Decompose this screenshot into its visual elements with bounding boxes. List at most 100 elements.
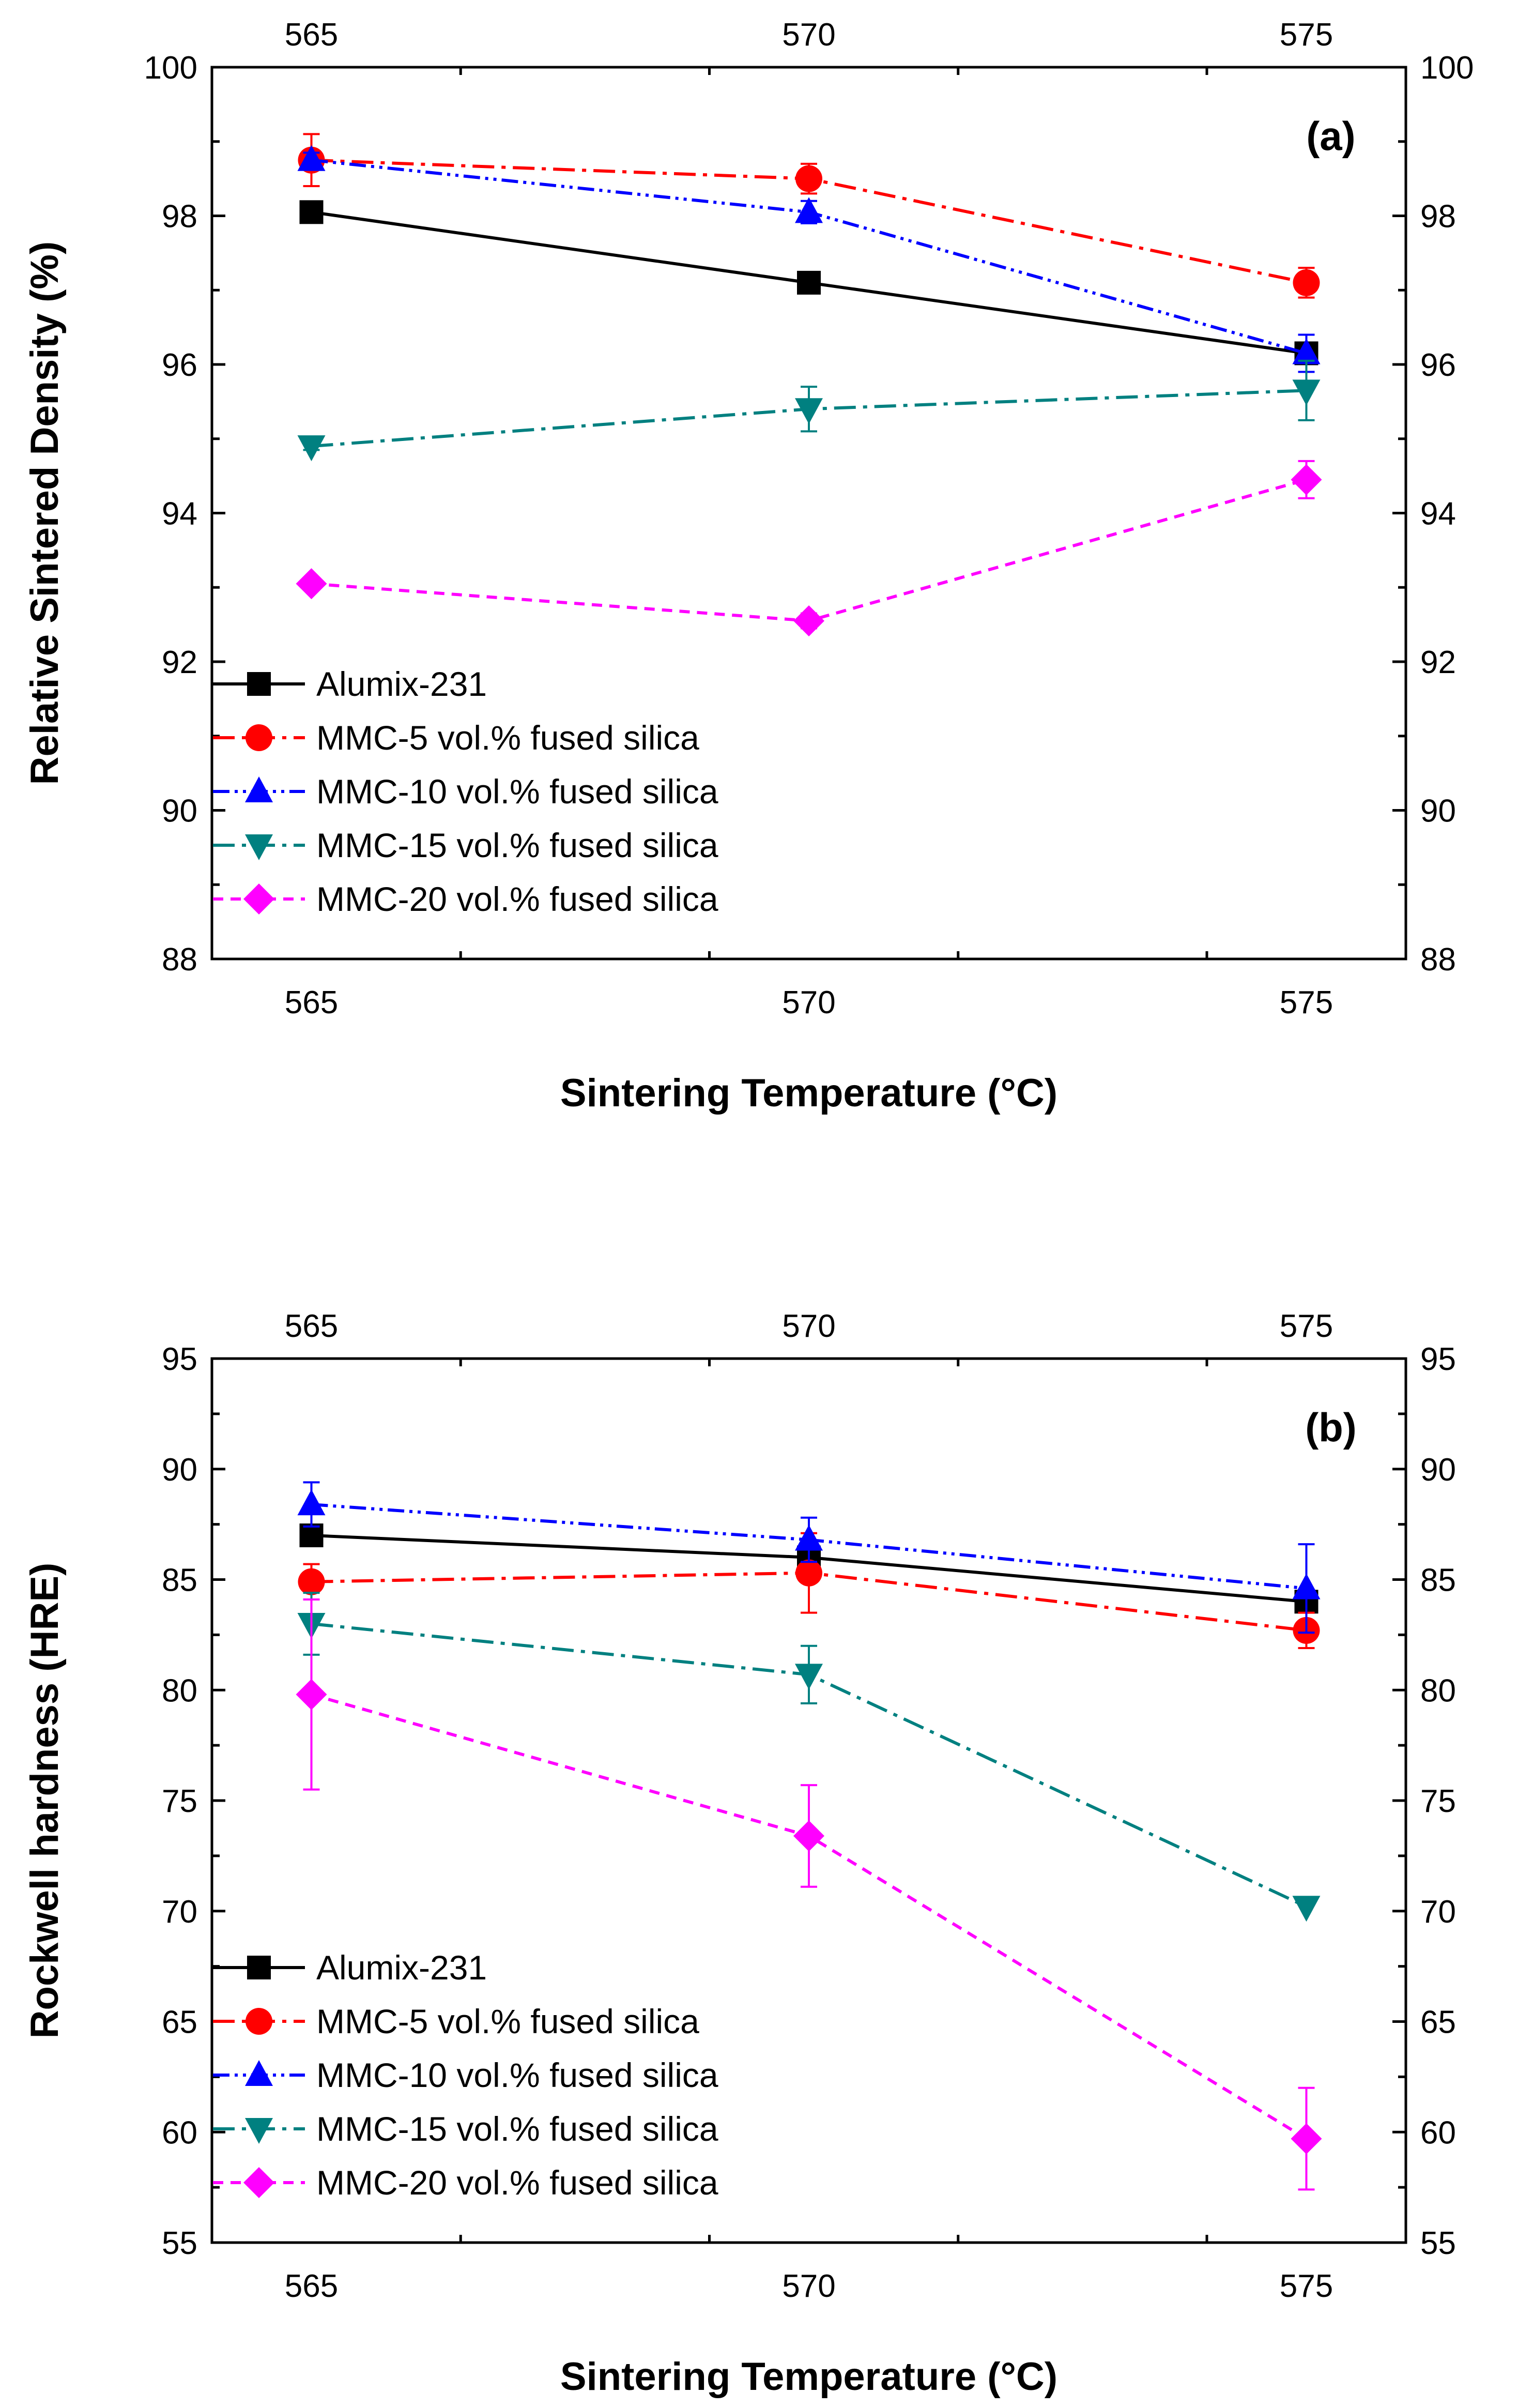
panel-a-y-axis-title: Relative Sintered Density (%)	[23, 241, 67, 785]
panel-b-data-point	[1291, 2123, 1322, 2155]
panel-b-y-tick-label: 80	[162, 1673, 197, 1709]
panel-b-y-tick-label-right: 75	[1420, 1784, 1456, 1819]
panel-b-y-tick-label: 55	[162, 2226, 197, 2261]
panel-b-x-tick-label-top: 565	[285, 1308, 338, 1344]
panel-a-legend-item: Alumix-231	[213, 665, 487, 703]
panel-a-series-0	[299, 200, 1318, 365]
panel-b-data-point	[1292, 1573, 1321, 1599]
panel-b-legend-item: MMC-10 vol.% fused silica	[213, 2056, 718, 2094]
panel-a-x-tick-label-top: 575	[1280, 17, 1333, 53]
panel-a-legend-label: Alumix-231	[316, 665, 487, 703]
panel-b-legend-marker	[245, 2060, 273, 2086]
panel-b-x-axis-title: Sintering Temperature (°C)	[560, 2355, 1057, 2399]
panel-a-legend-marker	[243, 883, 274, 915]
panel-a-data-point	[793, 605, 824, 636]
panel-a-legend-marker	[245, 834, 273, 860]
panel-a-data-point	[297, 435, 326, 462]
panel-b-data-point	[296, 1679, 327, 1710]
panel-a-legend-marker	[245, 776, 273, 802]
panel-a-legend-label: MMC-10 vol.% fused silica	[316, 772, 718, 811]
panel-a-legend-item: MMC-10 vol.% fused silica	[213, 772, 718, 811]
panel-b-y-tick-label: 85	[162, 1563, 197, 1598]
panel-b-legend-label: MMC-10 vol.% fused silica	[316, 2056, 718, 2094]
panel-b-data-point	[793, 1820, 824, 1852]
panel-a-legend-marker	[246, 724, 272, 751]
panel-b-y-tick-label: 95	[162, 1342, 197, 1377]
panel-b-y-tick-label-right: 55	[1420, 2226, 1456, 2261]
panel-b-x-tick-label: 565	[285, 2268, 338, 2304]
panel-a-x-tick-label: 570	[782, 985, 835, 1020]
panel-b-y-axis-title: Rockwell hardness (HRE)	[23, 1563, 67, 2039]
panel-b-y-tick-label: 60	[162, 2115, 197, 2151]
panel-b-legend-label: MMC-5 vol.% fused silica	[316, 2002, 699, 2040]
panel-a-series-3	[297, 359, 1321, 462]
panel-b-data-point	[795, 1525, 823, 1551]
panel-a-y-tick-label: 92	[162, 645, 197, 680]
panel-b-y-tick-label-right: 95	[1420, 1342, 1456, 1377]
panel-b-panel-label: (b)	[1305, 1405, 1357, 1450]
panel-b-legend-label: MMC-20 vol.% fused silica	[316, 2163, 718, 2202]
panel-b-y-tick-label-right: 80	[1420, 1673, 1456, 1709]
panel-a-data-point	[299, 200, 324, 224]
panel-b-legend-item: Alumix-231	[213, 1948, 487, 1987]
panel-a-data-point	[795, 197, 823, 223]
panel-a-data-point	[1292, 338, 1321, 364]
panel-b-y-tick-label: 90	[162, 1452, 197, 1488]
panel-b-data-point	[297, 1489, 326, 1516]
panel-a-x-tick-label-top: 565	[285, 17, 338, 53]
panel-b-y-tick-label-right: 85	[1420, 1563, 1456, 1598]
panel-a-x-tick-label: 565	[285, 985, 338, 1020]
panel-a-y-tick-label-right: 90	[1420, 794, 1456, 829]
panel-b-data-point	[1292, 1896, 1321, 1922]
panel-a-x-axis-title: Sintering Temperature (°C)	[560, 1071, 1057, 1115]
panel-a-data-point	[1292, 379, 1321, 406]
panel-a-data-point	[795, 165, 822, 192]
panel-b-legend-marker	[247, 1956, 271, 1979]
panel-b-data-point	[298, 1568, 325, 1595]
panel-b-y-tick-label: 65	[162, 2005, 197, 2040]
panel-a-data-point	[296, 568, 327, 600]
panel-a-chart: 565 565 570 570 575 575 88 88 90 90 92 92 94 94 96 96 98…	[23, 17, 1474, 1115]
panel-a-legend-item: MMC-20 vol.% fused silica	[213, 880, 718, 918]
panel-b-legend-marker	[246, 2008, 272, 2035]
panel-a-series-line	[311, 478, 1307, 622]
panel-a-y-tick-label-right: 100	[1420, 50, 1474, 86]
panel-b-legend-label: MMC-15 vol.% fused silica	[316, 2110, 718, 2148]
panel-a-y-tick-label: 90	[162, 794, 197, 829]
panel-b-y-tick-label: 75	[162, 1784, 197, 1819]
panel-a-y-tick-label-right: 88	[1420, 942, 1456, 978]
panel-b-data-point	[795, 1664, 823, 1690]
panel-b-y-tick-label-right: 90	[1420, 1452, 1456, 1488]
panel-a-legend-label: MMC-15 vol.% fused silica	[316, 826, 718, 864]
panel-b-x-tick-label: 570	[782, 2268, 835, 2304]
panel-a-legend-label: MMC-20 vol.% fused silica	[316, 880, 718, 918]
panel-b-x-tick-label-top: 575	[1280, 1308, 1333, 1344]
panel-a-y-tick-label-right: 92	[1420, 645, 1456, 680]
panel-a-y-tick-label: 94	[162, 496, 197, 532]
panel-a-x-tick-label: 575	[1280, 985, 1333, 1020]
panel-b-legend-label: Alumix-231	[316, 1948, 487, 1987]
panel-b-x-tick-label-top: 570	[782, 1308, 835, 1344]
panel-a-data-point	[797, 270, 821, 295]
panel-b-legend-marker	[245, 2118, 273, 2144]
panel-a-y-tick-label: 96	[162, 347, 197, 383]
panel-a-y-tick-label: 88	[162, 942, 197, 978]
panel-b-legend-item: MMC-5 vol.% fused silica	[213, 2002, 699, 2040]
panel-b-legend-item: MMC-20 vol.% fused silica	[213, 2163, 718, 2202]
panel-b-y-tick-label-right: 65	[1420, 2005, 1456, 2040]
panel-a-legend-label: MMC-5 vol.% fused silica	[316, 719, 699, 757]
panel-b-y-tick-label-right: 60	[1420, 2115, 1456, 2151]
panel-a-data-point	[297, 145, 326, 171]
panel-a-legend-item: MMC-15 vol.% fused silica	[213, 826, 718, 864]
panel-b-data-point	[795, 1559, 822, 1587]
panel-b-x-tick-label: 575	[1280, 2268, 1333, 2304]
panel-b-chart: 565 565 570 570 575 575 55 55 60 60 65 65 70 70 75 75 80…	[23, 1308, 1456, 2399]
panel-b-legend-marker	[243, 2167, 274, 2198]
panel-a-panel-label: (a)	[1306, 113, 1355, 159]
panel-b-y-tick-label: 70	[162, 1894, 197, 1930]
panel-b-series-4	[296, 1598, 1322, 2191]
panel-a-x-tick-label-top: 570	[782, 17, 835, 53]
panel-a-y-tick-label-right: 98	[1420, 199, 1456, 235]
panel-b-legend-item: MMC-15 vol.% fused silica	[213, 2110, 718, 2148]
